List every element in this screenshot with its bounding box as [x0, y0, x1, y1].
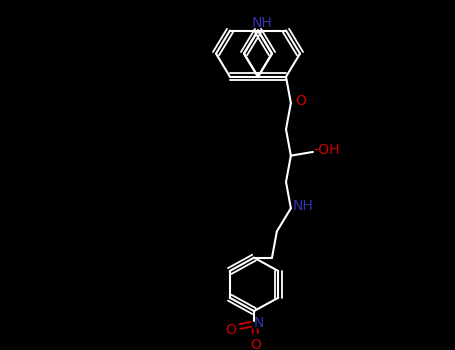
Text: O: O: [225, 323, 236, 337]
Text: NH: NH: [252, 16, 273, 30]
Text: O: O: [295, 94, 306, 108]
Text: N: N: [254, 315, 264, 329]
Text: NH: NH: [293, 199, 313, 213]
Text: O: O: [250, 338, 261, 350]
Text: -OH: -OH: [313, 143, 340, 157]
